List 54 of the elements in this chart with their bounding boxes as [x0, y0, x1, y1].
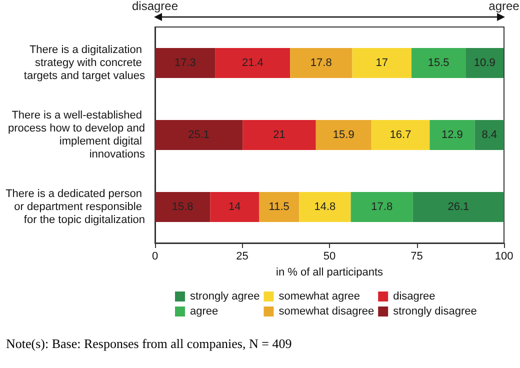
legend-label: somewhat disagree	[278, 306, 374, 318]
data-label: 17.3	[174, 57, 196, 69]
x-tick-label: 50	[323, 250, 336, 262]
data-label: 17.8	[371, 201, 393, 213]
data-label: 14.8	[314, 201, 336, 213]
data-label: 11.5	[268, 201, 290, 213]
x-tick-label: 0	[152, 250, 158, 262]
bar	[215, 48, 290, 78]
data-label: 15.8	[172, 201, 194, 213]
x-tick-label: 100	[494, 250, 514, 262]
data-label: 8.4	[482, 129, 497, 141]
bar	[155, 192, 210, 222]
bar	[299, 192, 351, 222]
y-tick-label: There is a dedicated person or department responsible for the topic digitalization	[6, 188, 145, 226]
bar	[352, 48, 412, 78]
data-label: 10.9	[474, 57, 496, 69]
bar	[474, 120, 504, 150]
bar	[210, 192, 259, 222]
bar	[155, 48, 216, 78]
x-tick-label: 75	[410, 250, 423, 262]
bar	[412, 48, 466, 78]
bar	[316, 120, 372, 150]
legend-label: strongly agree	[190, 290, 260, 302]
data-label: 17	[376, 57, 388, 69]
text: agree	[488, 0, 520, 13]
data-label: 21	[273, 129, 286, 141]
y-tick-label: There is a well-established process how to develop and implement digital innovations	[8, 110, 146, 160]
data-label: 26.1	[448, 201, 470, 213]
data-label: 15.9	[332, 129, 354, 141]
bar	[259, 192, 300, 222]
x-tick-label: 25	[236, 250, 248, 262]
data-label: 25.1	[188, 129, 210, 141]
text: disagree	[132, 0, 178, 13]
bar	[371, 120, 430, 150]
bar	[412, 192, 504, 222]
bar	[430, 120, 475, 150]
data-label: 21.4	[242, 57, 264, 69]
bar	[350, 192, 413, 222]
data-label: 16.7	[390, 129, 412, 141]
y-tick-label: There is a digitalization strategy with concrete targets and target values	[24, 44, 146, 82]
data-label: 12.9	[441, 129, 463, 141]
legend-label: somewhat agree	[278, 290, 360, 302]
x-axis-title: in % of all participants	[276, 266, 384, 278]
legend-label: strongly disagree	[393, 306, 477, 318]
bar	[155, 120, 243, 150]
bar	[466, 48, 504, 78]
data-label: 15.5	[428, 57, 450, 69]
bar	[290, 48, 352, 78]
text: Note(s): Base: Responses from all companies, N = 409	[6, 336, 292, 352]
data-label: 17.8	[310, 57, 332, 69]
data-label: 14	[228, 201, 241, 213]
bar	[242, 120, 316, 150]
legend-label: disagree	[393, 290, 436, 302]
legend-label: agree	[190, 306, 218, 318]
